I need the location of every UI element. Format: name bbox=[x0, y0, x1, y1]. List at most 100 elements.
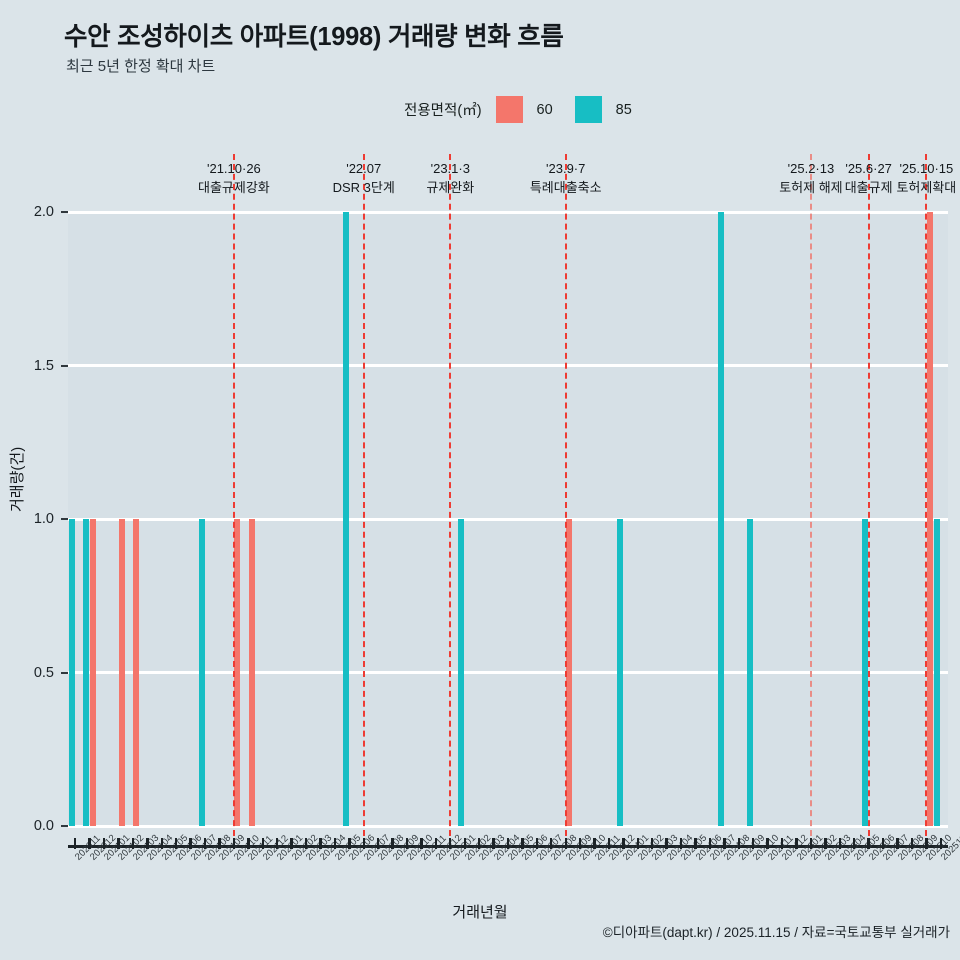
x-tick-mark bbox=[376, 838, 380, 849]
bar-85-202206 bbox=[343, 212, 349, 826]
x-tick-mark bbox=[910, 838, 914, 849]
event-name: DSR 3단계 bbox=[332, 179, 395, 195]
x-tick-mark bbox=[319, 838, 322, 849]
event-label-202110: '21.10·26 대출규제강화 bbox=[198, 160, 270, 198]
event-label-202207: '22.07 DSR 3단계 bbox=[333, 160, 395, 198]
y-tick-mark bbox=[61, 364, 68, 367]
x-tick-mark bbox=[174, 838, 178, 849]
x-tick-mark bbox=[434, 838, 438, 849]
x-tick-mark bbox=[117, 838, 120, 849]
event-date: '21.10·26 bbox=[206, 161, 261, 176]
event-line-202301 bbox=[449, 154, 452, 846]
event-date: '23.9·7 bbox=[546, 161, 586, 176]
gridline bbox=[68, 671, 948, 674]
x-tick-mark bbox=[607, 838, 611, 849]
event-date: '22.07 bbox=[346, 161, 382, 176]
x-tick-mark bbox=[867, 838, 870, 849]
gridline bbox=[68, 824, 948, 828]
x-tick-mark bbox=[593, 838, 596, 849]
x-tick-mark bbox=[203, 838, 207, 849]
x-tick-mark bbox=[74, 838, 77, 849]
bar-85-202401 bbox=[617, 519, 624, 826]
bar-60-202309 bbox=[566, 519, 572, 826]
event-date: '25.10·15 bbox=[899, 161, 954, 176]
bar-85-202108 bbox=[198, 519, 205, 826]
x-tick-mark bbox=[737, 838, 740, 849]
bar-85-202011 bbox=[68, 519, 75, 826]
bar-85-202012 bbox=[83, 519, 90, 826]
bar-85-202506 bbox=[862, 519, 869, 826]
bar-85-202410 bbox=[746, 519, 753, 826]
event-name: 토허제 해제 bbox=[779, 179, 843, 195]
x-tick-mark bbox=[651, 838, 654, 849]
x-axis-title: 거래년월 bbox=[452, 904, 508, 921]
plot-area bbox=[68, 154, 948, 846]
event-date: '25.2·13 bbox=[787, 161, 835, 176]
footer-credit: ©디아파트(dapt.kr) / 2025.11.15 / 자료=국토교통부 실… bbox=[602, 925, 950, 940]
bar-85-202302 bbox=[458, 519, 465, 826]
bar-60-202102 bbox=[118, 519, 125, 826]
x-tick-mark bbox=[333, 838, 337, 849]
bar-60-202110 bbox=[234, 519, 241, 826]
event-label-202502: '25.2·13 토허제 해제 bbox=[779, 160, 842, 198]
y-tick-mark bbox=[61, 518, 68, 520]
legend-swatch-60 bbox=[495, 96, 523, 123]
event-name: 특례대출축소 bbox=[529, 179, 602, 195]
event-label-202506: '25.6·27 대출규제 bbox=[845, 160, 893, 198]
x-tick-mark bbox=[925, 838, 928, 849]
chart-legend: 전용면적(㎡) 60 85 bbox=[404, 96, 632, 123]
x-tick-mark bbox=[131, 838, 135, 849]
event-label-202510: '25.10·15 토허제확대 bbox=[896, 160, 956, 198]
bar-85-202408 bbox=[718, 212, 725, 826]
x-tick-mark bbox=[492, 838, 495, 849]
x-tick-mark bbox=[420, 838, 423, 849]
bar-85-202511 bbox=[934, 519, 941, 826]
event-name: 토허제확대 bbox=[896, 179, 957, 195]
bar-60-202510 bbox=[926, 212, 933, 826]
x-tick-mark bbox=[463, 838, 466, 849]
x-tick-mark bbox=[275, 838, 279, 849]
x-tick-mark bbox=[838, 838, 841, 849]
event-line-202207 bbox=[362, 154, 365, 846]
y-tick-label: 1.5 bbox=[33, 357, 54, 374]
x-tick-mark bbox=[506, 838, 510, 849]
bar-60-202012 bbox=[89, 519, 96, 826]
gridline bbox=[68, 364, 948, 367]
x-tick-mark bbox=[102, 838, 106, 849]
x-tick-mark bbox=[449, 838, 452, 849]
x-tick-mark bbox=[665, 838, 668, 849]
x-tick-mark bbox=[521, 838, 524, 849]
x-tick-mark bbox=[752, 838, 755, 849]
x-tick-mark bbox=[218, 838, 221, 849]
x-tick-mark bbox=[160, 838, 163, 849]
x-tick-mark bbox=[362, 838, 365, 849]
event-line-202110 bbox=[232, 154, 235, 846]
event-line-202506 bbox=[867, 154, 870, 846]
page-subtitle: 최근 5년 한정 확대 차트 bbox=[66, 58, 216, 75]
event-label-202309: '23.9·7 특례대출축소 bbox=[530, 160, 602, 198]
x-tick-mark bbox=[348, 838, 351, 849]
x-tick-mark bbox=[881, 838, 885, 849]
event-date: '25.6·27 bbox=[845, 161, 892, 176]
y-tick-label: 0.5 bbox=[33, 664, 54, 681]
event-line-202309 bbox=[564, 154, 567, 846]
gridline bbox=[68, 517, 948, 521]
page-title: 수안 조성하이츠 아파트(1998) 거래량 변화 흐름 bbox=[64, 23, 564, 51]
y-tick-label: 2.0 bbox=[33, 204, 54, 220]
x-tick-mark bbox=[939, 838, 942, 849]
x-tick-mark bbox=[694, 838, 697, 849]
x-tick-mark bbox=[189, 838, 192, 849]
x-tick-mark bbox=[636, 838, 640, 849]
x-tick-mark bbox=[304, 838, 308, 849]
y-axis-title: 거래량(건) bbox=[9, 446, 26, 512]
bar-60-202103 bbox=[133, 519, 140, 826]
x-tick-mark bbox=[146, 838, 149, 849]
x-tick-mark bbox=[622, 838, 625, 849]
x-tick-mark bbox=[261, 838, 264, 849]
x-tick-mark bbox=[780, 838, 784, 849]
x-tick-mark bbox=[795, 838, 798, 849]
legend-title: 전용면적(㎡) bbox=[404, 103, 482, 119]
y-tick-mark bbox=[61, 671, 68, 674]
x-tick-mark bbox=[391, 838, 394, 849]
event-name: 대출규제강화 bbox=[198, 179, 270, 195]
